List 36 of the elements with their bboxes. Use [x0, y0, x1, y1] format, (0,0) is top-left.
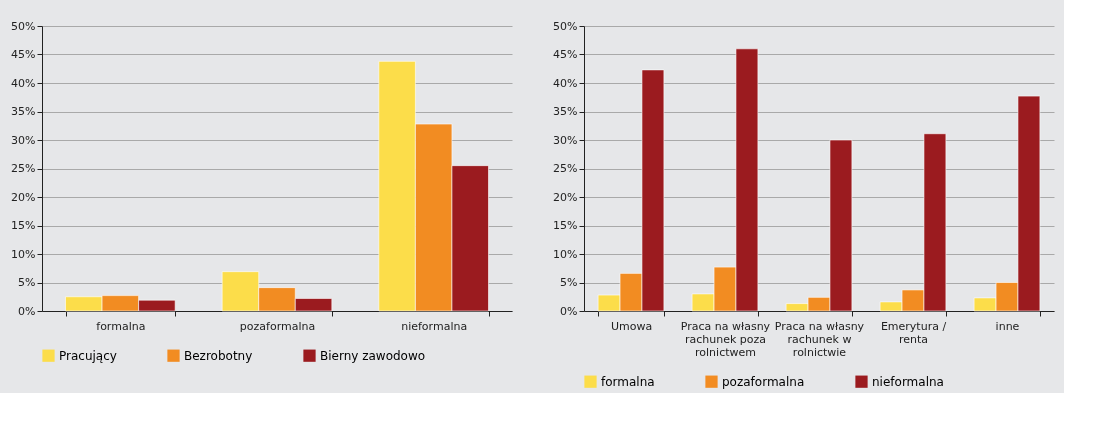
- y-tick-label: 20%: [11, 190, 36, 204]
- x-tick-label: Umowa: [610, 319, 653, 333]
- y-tick-label: 35%: [11, 105, 36, 118]
- y-tick-label: 10%: [553, 247, 578, 261]
- x-tick-label: nieformalna: [401, 319, 468, 333]
- legend-label: Bezrobotny: [184, 348, 253, 363]
- legend-label: Pracujący: [59, 348, 117, 363]
- y-tick-label: 15%: [553, 219, 578, 232]
- y-tick-label: 0%: [560, 304, 578, 318]
- y-tick-label: 5%: [18, 276, 36, 289]
- x-tick-label: pozaformalna: [239, 319, 316, 333]
- y-tick-label: 25%: [553, 162, 578, 175]
- y-tick-label: 40%: [553, 76, 578, 90]
- x-tick-label: inne: [995, 319, 1020, 333]
- y-tick-label: 25%: [11, 162, 36, 175]
- y-tick-label: 20%: [553, 190, 578, 204]
- y-tick-label: 10%: [11, 247, 36, 261]
- legend-label: Bierny zawodowo: [320, 348, 426, 363]
- y-tick-label: 35%: [553, 105, 578, 118]
- y-tick-label: 40%: [11, 76, 36, 90]
- y-tick-label: 5%: [560, 276, 578, 289]
- y-tick-label: 50%: [11, 19, 36, 33]
- x-tick-label: Emerytura / renta: [880, 319, 947, 346]
- legend-label: pozaformalna: [722, 374, 805, 389]
- y-tick-label: 30%: [11, 133, 36, 147]
- legend-label: nieformalna: [872, 374, 944, 389]
- y-tick-label: 30%: [553, 133, 578, 147]
- y-tick-label: 45%: [11, 48, 36, 61]
- x-tick-label: formalna: [96, 319, 146, 333]
- x-tick-label: Praca na własny rachunek poza rolnictwem: [680, 319, 771, 359]
- y-tick-label: 15%: [11, 219, 36, 232]
- x-tick-label: Praca na własny rachunek w rolnictwie: [774, 319, 865, 359]
- y-tick-label: 45%: [553, 48, 578, 61]
- y-tick-label: 0%: [18, 304, 36, 318]
- y-tick-label: 50%: [553, 19, 578, 33]
- legend-label: formalna: [601, 374, 655, 389]
